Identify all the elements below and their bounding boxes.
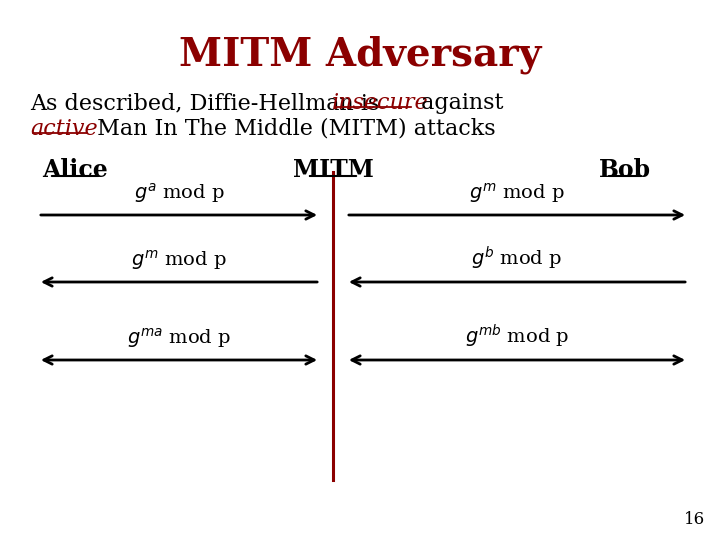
Text: MITM Adversary: MITM Adversary (179, 35, 541, 73)
Text: $g^m$ mod p: $g^m$ mod p (469, 181, 565, 205)
Text: $g^{mb}$ mod p: $g^{mb}$ mod p (465, 323, 570, 350)
Text: active: active (30, 118, 98, 140)
Text: insecure: insecure (332, 92, 428, 114)
Text: MITM: MITM (292, 158, 374, 182)
Text: $g^a$ mod p: $g^a$ mod p (134, 181, 225, 205)
Text: $g^b$ mod p: $g^b$ mod p (472, 245, 562, 272)
Text: Bob: Bob (599, 158, 651, 182)
Text: Alice: Alice (42, 158, 108, 182)
Text: against: against (414, 92, 503, 114)
Text: $g^{ma}$ mod p: $g^{ma}$ mod p (127, 326, 231, 350)
Text: $g^m$ mod p: $g^m$ mod p (131, 248, 227, 272)
Text: As described, Diffie-Hellman is: As described, Diffie-Hellman is (30, 92, 387, 114)
Text: 16: 16 (684, 511, 705, 528)
Text: Man In The Middle (MITM) attacks: Man In The Middle (MITM) attacks (90, 118, 495, 140)
